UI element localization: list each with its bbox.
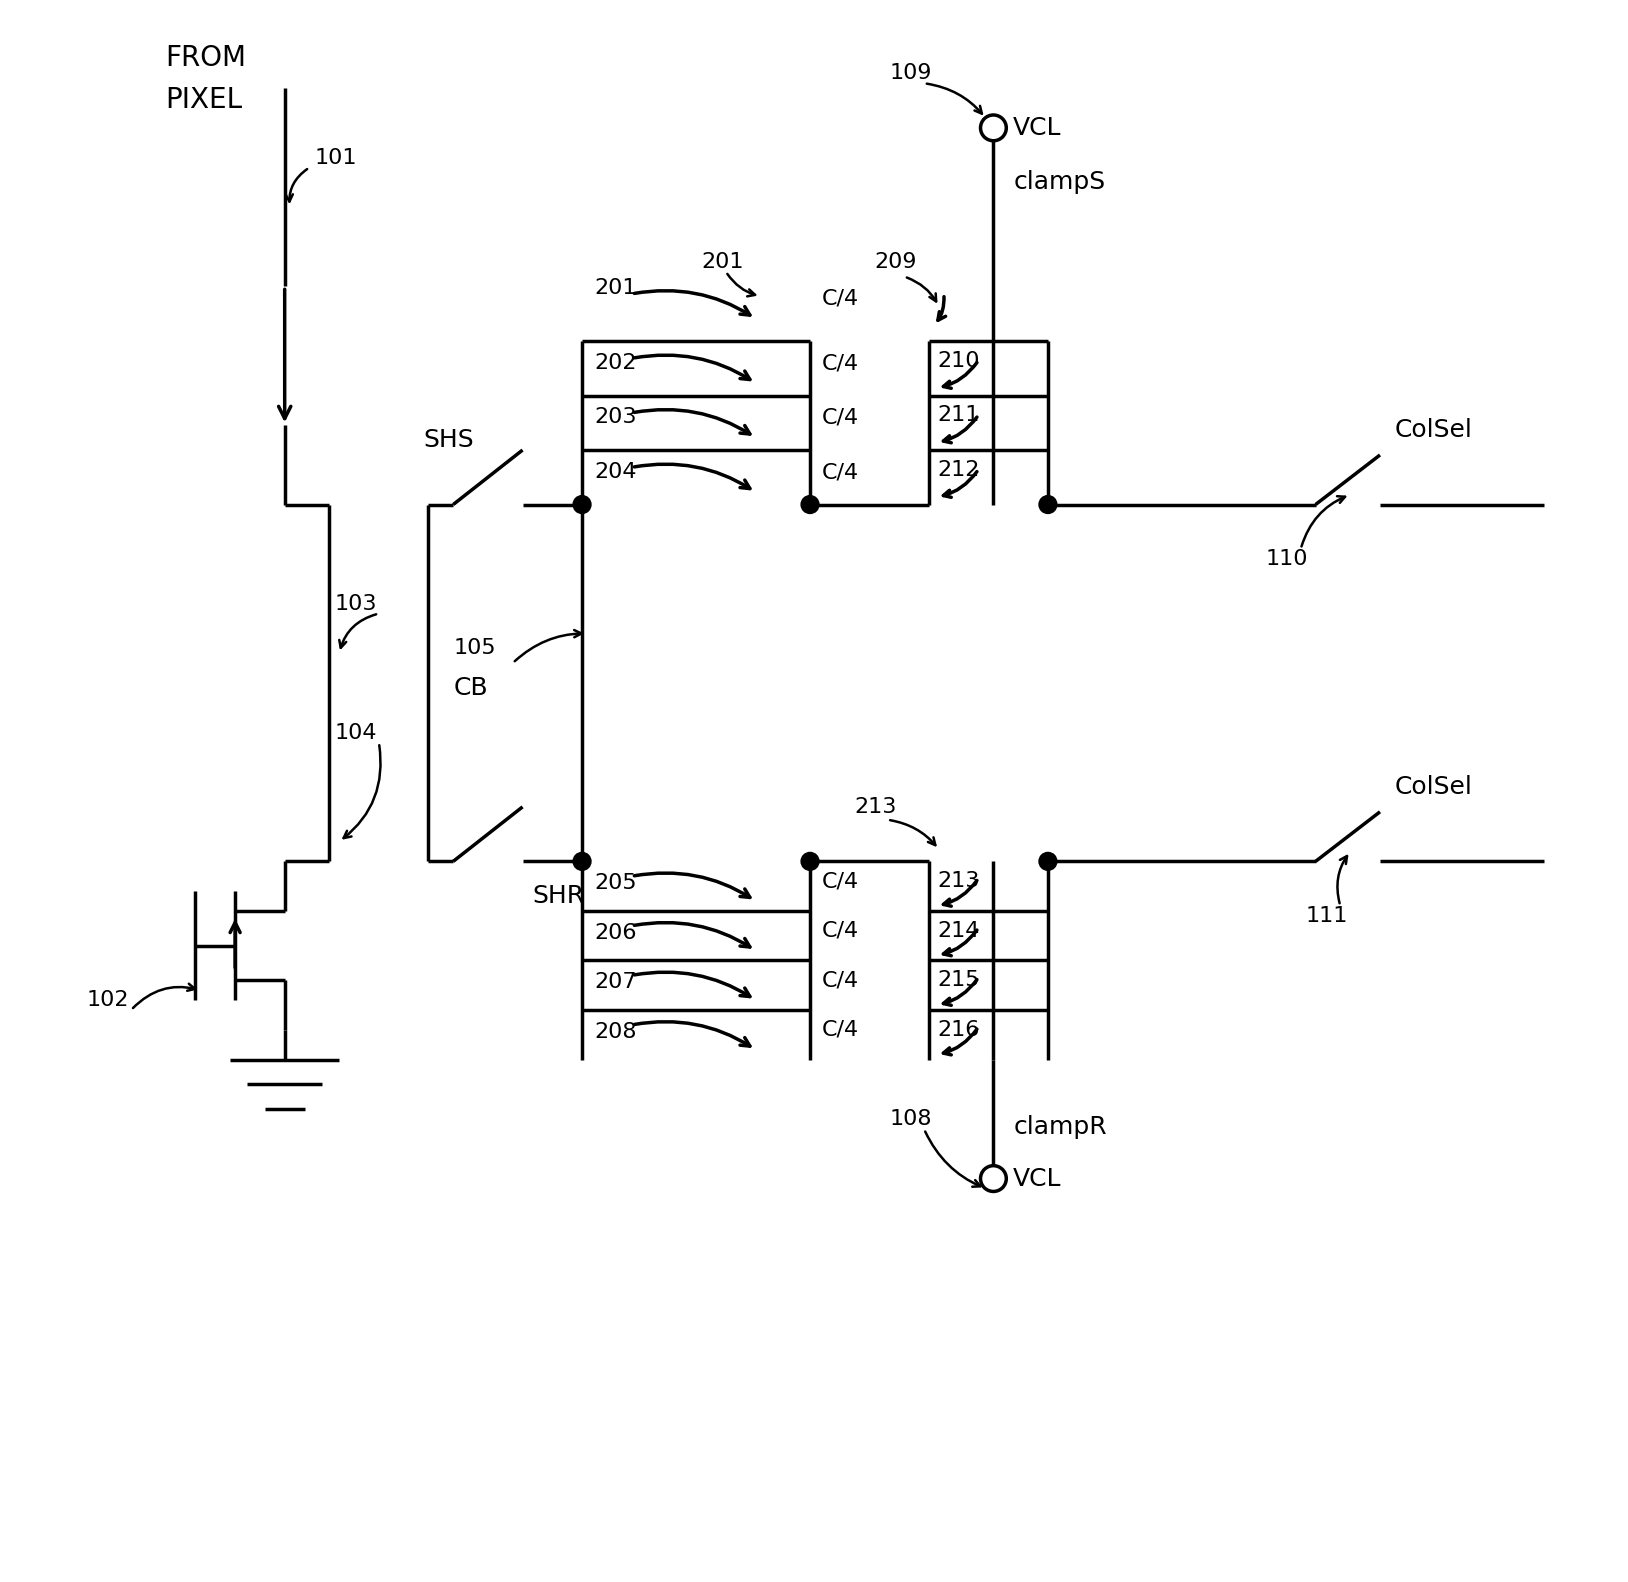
- Circle shape: [573, 853, 591, 870]
- Text: 212: 212: [936, 460, 980, 479]
- Text: 111: 111: [1306, 906, 1348, 925]
- Text: 102: 102: [86, 990, 129, 1011]
- Text: ColSel: ColSel: [1395, 418, 1473, 443]
- Text: C/4: C/4: [822, 872, 860, 891]
- Text: 213: 213: [936, 872, 980, 891]
- Circle shape: [801, 853, 819, 870]
- Text: 214: 214: [936, 921, 980, 941]
- Text: SHS: SHS: [423, 429, 474, 452]
- Text: 208: 208: [594, 1022, 637, 1043]
- Text: 203: 203: [594, 407, 637, 427]
- Text: ColSel: ColSel: [1395, 775, 1473, 799]
- Text: CB: CB: [453, 676, 488, 699]
- Text: 104: 104: [334, 723, 376, 742]
- Text: C/4: C/4: [822, 353, 860, 373]
- Text: 205: 205: [594, 873, 637, 894]
- Text: 103: 103: [334, 593, 376, 614]
- Text: 110: 110: [1267, 549, 1309, 570]
- Text: SHR: SHR: [532, 884, 584, 908]
- Circle shape: [1039, 853, 1057, 870]
- Text: 216: 216: [936, 1020, 980, 1039]
- Text: 108: 108: [889, 1109, 931, 1130]
- Text: C/4: C/4: [822, 462, 860, 483]
- Text: clampS: clampS: [1013, 171, 1105, 195]
- Text: 201: 201: [702, 252, 744, 272]
- Circle shape: [573, 495, 591, 514]
- Text: 207: 207: [594, 973, 637, 992]
- Circle shape: [801, 495, 819, 514]
- Circle shape: [1039, 495, 1057, 514]
- Text: 101: 101: [314, 147, 357, 168]
- Text: clampR: clampR: [1013, 1115, 1107, 1139]
- Text: FROM: FROM: [166, 44, 247, 73]
- Text: 202: 202: [594, 353, 637, 373]
- Text: 211: 211: [936, 405, 980, 426]
- Text: 204: 204: [594, 462, 637, 483]
- Text: 215: 215: [936, 970, 980, 990]
- Text: C/4: C/4: [822, 408, 860, 427]
- Text: VCL: VCL: [1013, 1166, 1061, 1191]
- Text: 213: 213: [855, 797, 897, 816]
- Text: C/4: C/4: [822, 290, 860, 308]
- Text: 206: 206: [594, 922, 637, 943]
- Text: 105: 105: [453, 638, 497, 658]
- Text: C/4: C/4: [822, 1020, 860, 1039]
- Text: 109: 109: [889, 63, 931, 84]
- Text: C/4: C/4: [822, 921, 860, 941]
- Text: 201: 201: [594, 278, 637, 299]
- Text: 210: 210: [936, 351, 980, 370]
- Text: PIXEL: PIXEL: [166, 85, 243, 114]
- Text: 209: 209: [874, 252, 917, 272]
- Text: C/4: C/4: [822, 970, 860, 990]
- Text: VCL: VCL: [1013, 115, 1061, 139]
